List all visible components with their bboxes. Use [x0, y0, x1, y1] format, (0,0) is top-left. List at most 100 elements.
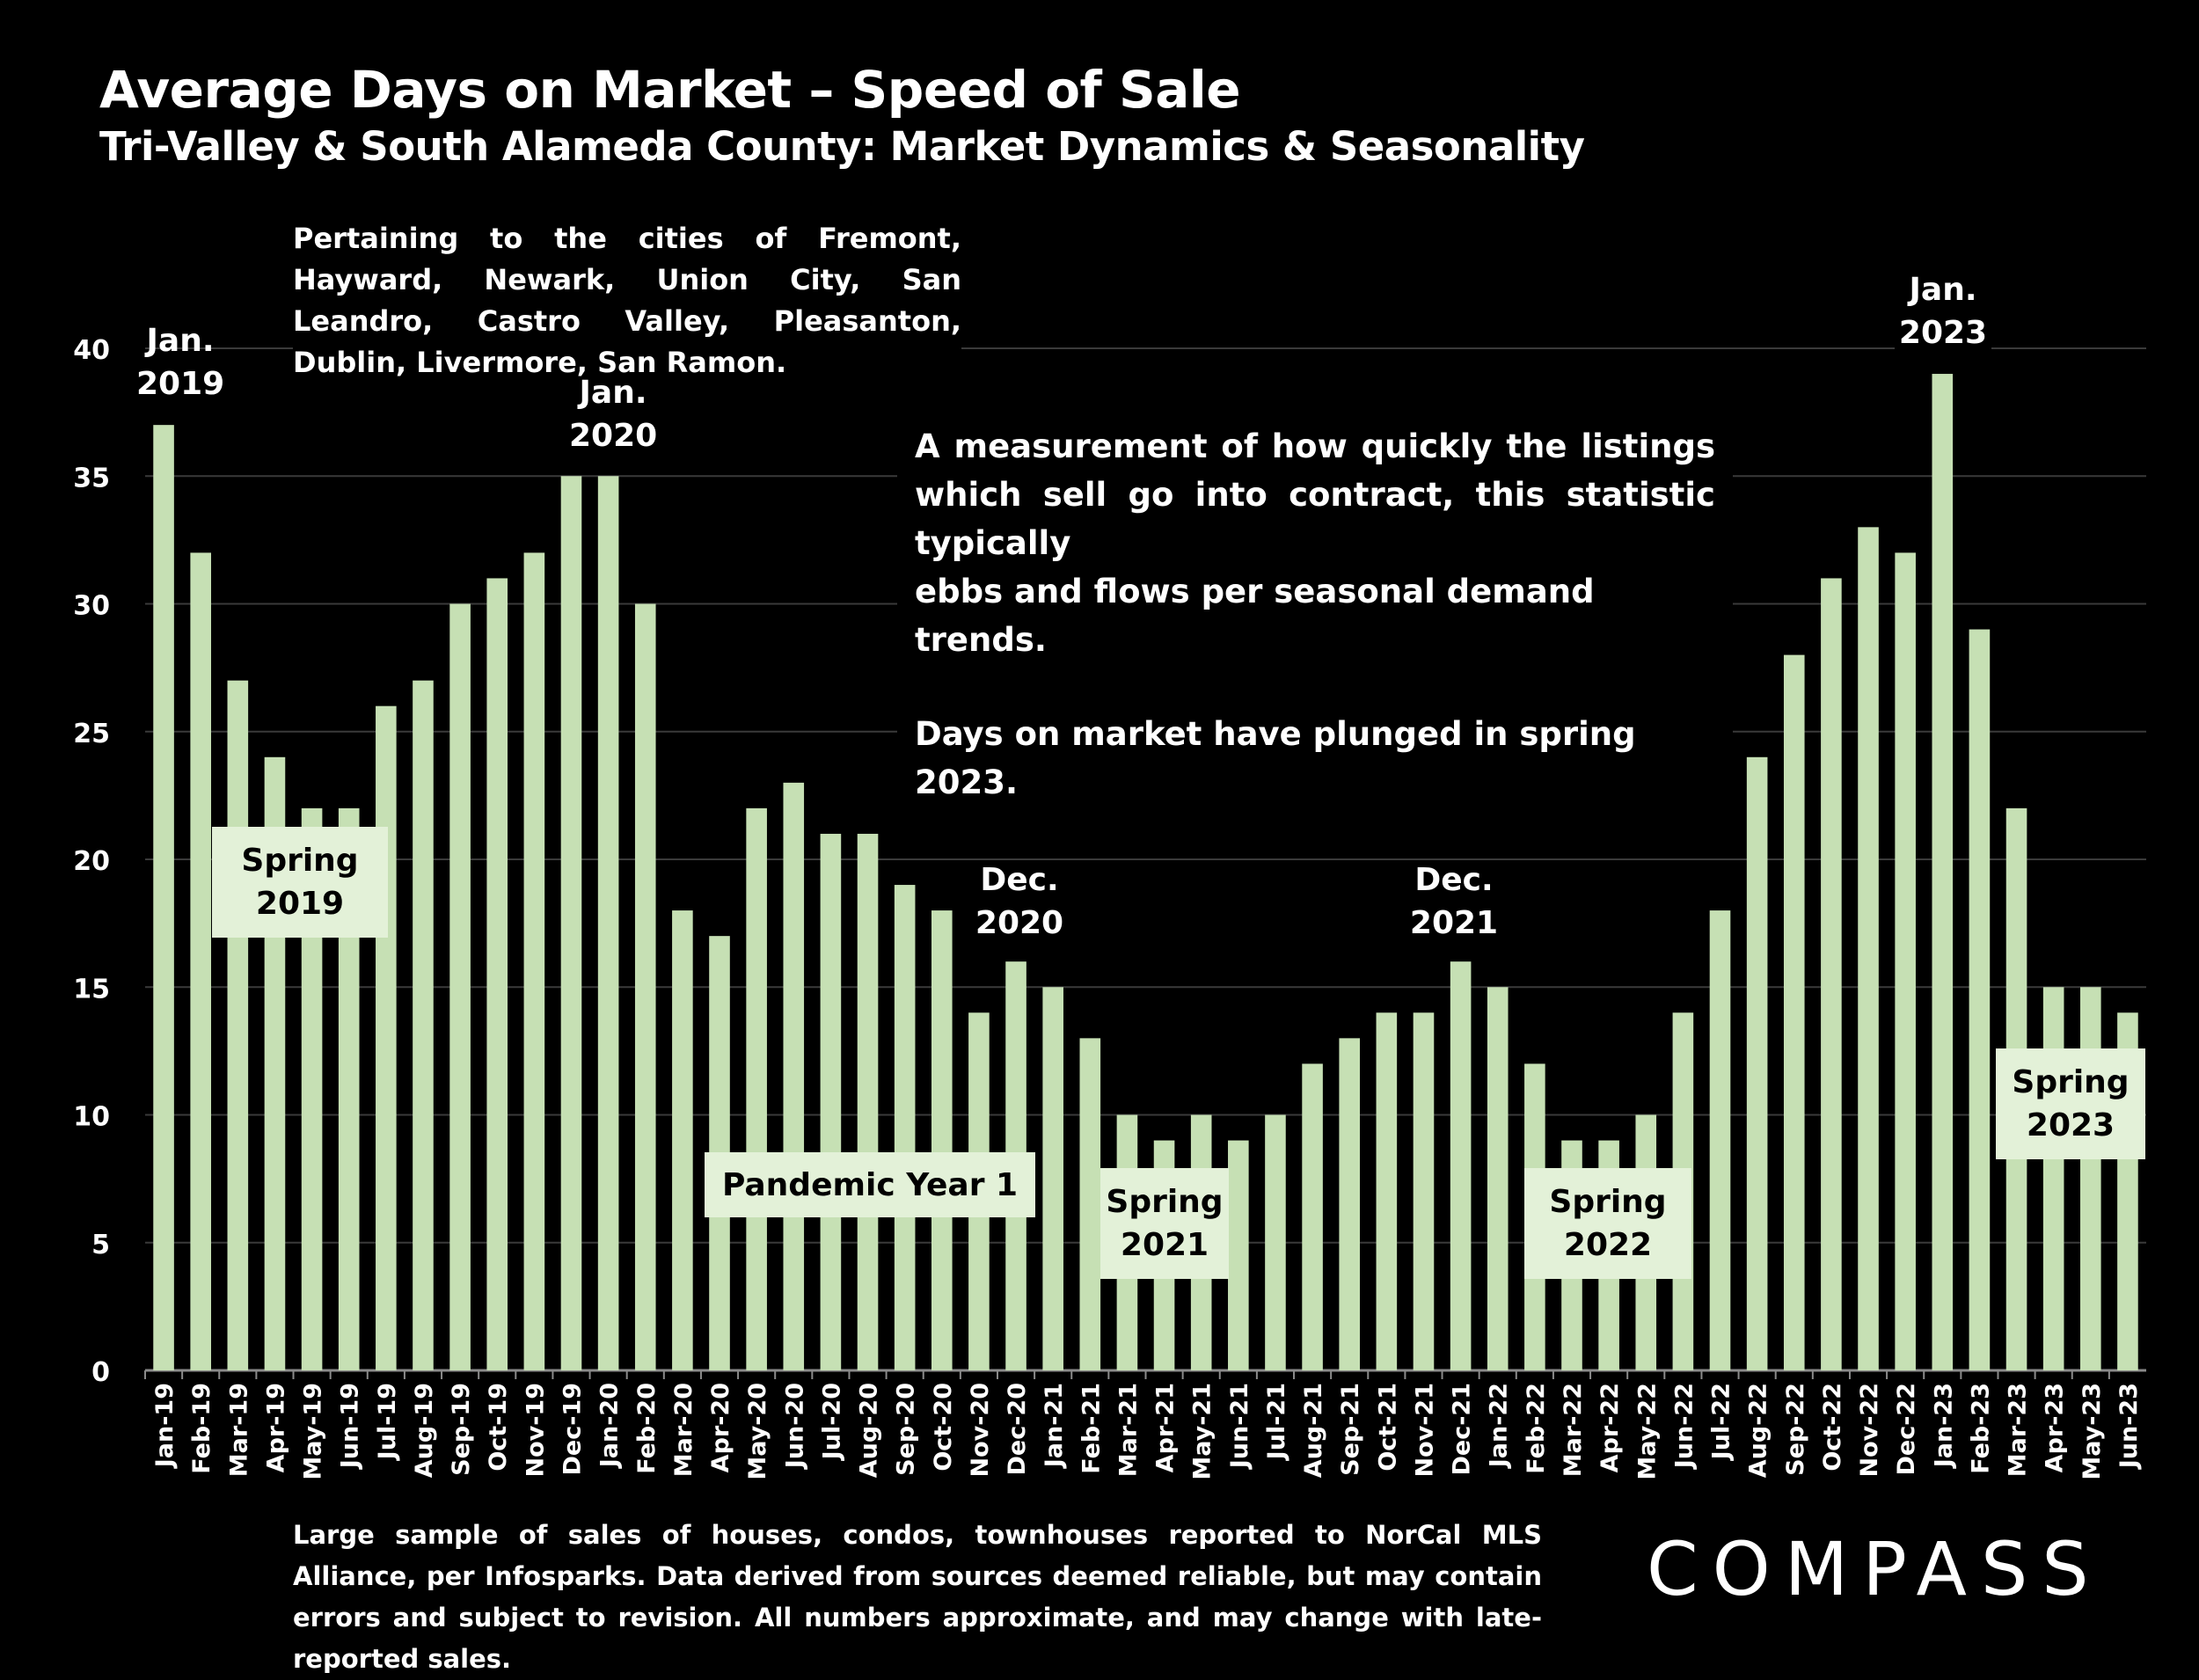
- bar: [1079, 1038, 1101, 1370]
- bar: [597, 476, 619, 1370]
- x-tick-label: May-21: [1189, 1383, 1216, 1480]
- x-tick-label: Dec-19: [559, 1383, 586, 1476]
- bar: [1746, 756, 1768, 1370]
- annotation-jan-2020: Jan. 2020: [569, 375, 658, 454]
- bar: [301, 807, 323, 1370]
- x-tick-label: Apr-23: [2042, 1383, 2069, 1472]
- x-tick-label: Jun-22: [1670, 1383, 1698, 1470]
- bar: [1821, 578, 1842, 1370]
- x-tick-label: May-23: [2078, 1383, 2106, 1480]
- x-tick-label: Dec-22: [1893, 1383, 1920, 1476]
- x-tick-label: Apr-21: [1152, 1383, 1180, 1472]
- y-tick-label: 30: [73, 591, 110, 622]
- bar: [783, 782, 805, 1370]
- bar: [338, 807, 360, 1370]
- bar: [227, 680, 249, 1370]
- bar: [190, 552, 211, 1370]
- x-tick-label: Apr-19: [262, 1383, 289, 1472]
- x-tick-label: Oct-21: [1374, 1383, 1401, 1472]
- x-tick-label: Feb-22: [1523, 1383, 1550, 1474]
- x-tick-label: May-20: [744, 1383, 771, 1480]
- x-tick-label: Nov-22: [1856, 1383, 1883, 1478]
- annotation-dec-2021: Dec. 2021: [1409, 862, 1499, 941]
- chart-subtitle: Tri-Valley & South Alameda County: Marke…: [99, 123, 1585, 170]
- x-tick-label: Oct-22: [1819, 1383, 1846, 1472]
- bar: [376, 705, 397, 1370]
- x-tick-label: Nov-19: [522, 1383, 549, 1478]
- bar: [1376, 1012, 1398, 1370]
- bar: [1709, 910, 1731, 1370]
- x-tick-label: Jun-23: [2115, 1383, 2143, 1470]
- bar: [449, 603, 471, 1370]
- x-tick-label: Dec-21: [1449, 1383, 1476, 1476]
- x-tick-label: Sep-20: [893, 1383, 920, 1476]
- x-tick-label: Jun-21: [1226, 1383, 1253, 1470]
- x-tick-label: Dec-20: [1004, 1383, 1031, 1476]
- annotation-dec-2020: Dec. 2020: [975, 862, 1064, 941]
- x-tick-label: Jun-19: [337, 1383, 364, 1470]
- y-tick-label: 0: [91, 1357, 110, 1388]
- x-tick-label: Oct-20: [930, 1383, 957, 1472]
- bar: [1302, 1063, 1323, 1370]
- x-tick-label: Jul-19: [374, 1383, 401, 1461]
- bar: [1265, 1114, 1286, 1370]
- x-tick-label: Jan-23: [1930, 1383, 1957, 1469]
- label-pandemic-year-1: Pandemic Year 1: [705, 1152, 1035, 1217]
- x-tick-label: May-19: [300, 1383, 327, 1480]
- label-spring-2022: Spring 2022: [1524, 1168, 1691, 1279]
- y-tick-label: 15: [73, 974, 110, 1004]
- x-tick-label: Jul-20: [818, 1383, 845, 1461]
- x-tick-label: Feb-19: [188, 1383, 216, 1474]
- x-tick-label: Nov-21: [1411, 1383, 1438, 1478]
- x-tick-label: Aug-21: [1300, 1383, 1327, 1478]
- bar: [1969, 629, 1991, 1370]
- bar: [1858, 527, 1879, 1370]
- bar: [672, 910, 693, 1370]
- chart-title: Average Days on Market – Speed of Sale: [99, 60, 1241, 120]
- x-tick-label: Sep-21: [1337, 1383, 1364, 1476]
- bar: [486, 578, 508, 1370]
- x-tick-label: Jan-21: [1041, 1383, 1068, 1469]
- x-tick-label: Feb-23: [1967, 1383, 1994, 1474]
- compass-logo: COMPASS: [1647, 1526, 2103, 1612]
- x-tick-label: Aug-19: [411, 1383, 438, 1478]
- x-tick-label: Jan-20: [596, 1383, 624, 1469]
- bar: [413, 680, 434, 1370]
- annotation-jan-2023: Jan. 2023: [1895, 268, 1991, 354]
- cities-note: Pertaining to the cities of Fremont, Hay…: [293, 218, 961, 383]
- bar: [1339, 1038, 1361, 1370]
- x-tick-label: Apr-20: [707, 1383, 734, 1472]
- x-tick-label: Jan-19: [151, 1383, 179, 1469]
- annotation-jan-2019: Jan. 2019: [136, 323, 225, 402]
- bar: [1450, 961, 1472, 1370]
- bar: [523, 552, 545, 1370]
- bar: [2080, 987, 2101, 1370]
- y-tick-label: 40: [73, 335, 110, 366]
- x-tick-label: Feb-20: [633, 1383, 661, 1474]
- bar: [1487, 987, 1509, 1370]
- measure-line-1: A measurement of how quickly the listing…: [915, 427, 1715, 465]
- y-tick-label: 5: [91, 1230, 110, 1260]
- x-tick-label: Aug-20: [856, 1383, 883, 1478]
- x-tick-label: Mar-21: [1114, 1383, 1142, 1477]
- bar: [1932, 374, 1954, 1370]
- bar: [1895, 552, 1916, 1370]
- y-tick-label: 10: [73, 1102, 110, 1133]
- bar: [560, 476, 582, 1370]
- x-tick-label: Mar-22: [1560, 1383, 1587, 1477]
- bar: [746, 807, 767, 1370]
- bar: [820, 833, 842, 1370]
- x-tick-label: Feb-21: [1078, 1383, 1105, 1474]
- measure-line-2: which sell go into contract, this statis…: [915, 476, 1715, 562]
- x-tick-label: Mar-19: [225, 1383, 252, 1477]
- bar: [894, 885, 916, 1370]
- bar: [634, 603, 656, 1370]
- bar: [153, 425, 174, 1370]
- x-tick-label: Jan-22: [1486, 1383, 1513, 1469]
- x-tick-label: Jun-20: [781, 1383, 808, 1470]
- y-tick-label: 35: [73, 463, 110, 493]
- measurement-note: A measurement of how quickly the listing…: [897, 422, 1733, 807]
- x-tick-label: Mar-23: [2005, 1383, 2032, 1477]
- bar: [1228, 1140, 1249, 1370]
- bar: [931, 910, 953, 1370]
